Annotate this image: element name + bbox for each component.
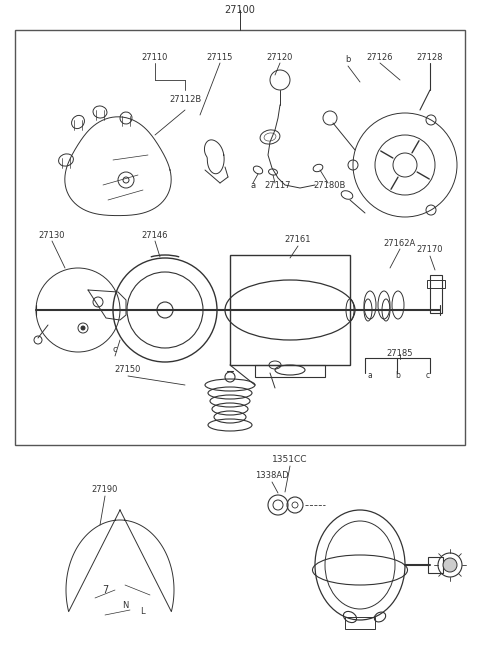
Text: 27128: 27128 <box>417 53 443 62</box>
Text: 27110: 27110 <box>142 53 168 62</box>
Text: 27180B: 27180B <box>314 181 346 189</box>
Circle shape <box>81 326 85 330</box>
Text: b: b <box>396 371 400 380</box>
Text: 27100: 27100 <box>225 5 255 15</box>
Text: 27150: 27150 <box>115 365 141 374</box>
Text: a: a <box>368 371 372 380</box>
Text: 27162A: 27162A <box>384 238 416 248</box>
Text: 7: 7 <box>102 585 108 595</box>
Bar <box>345 617 375 629</box>
Bar <box>255 365 325 377</box>
Text: 27130: 27130 <box>39 231 65 240</box>
Text: 27146: 27146 <box>142 231 168 240</box>
Text: 27117: 27117 <box>265 181 291 189</box>
Text: a: a <box>251 181 255 189</box>
Text: b: b <box>345 55 351 64</box>
Text: N: N <box>122 600 128 610</box>
Text: c: c <box>113 346 117 355</box>
Bar <box>15 30 465 445</box>
Text: 27112B: 27112B <box>170 95 202 104</box>
Text: 27115: 27115 <box>207 53 233 62</box>
Circle shape <box>443 558 457 572</box>
Text: L: L <box>140 608 144 616</box>
Bar <box>427 280 445 288</box>
Text: 27185: 27185 <box>387 348 413 357</box>
Bar <box>230 255 350 365</box>
Text: 27170: 27170 <box>417 246 443 254</box>
Text: 27190: 27190 <box>92 486 118 495</box>
Text: 27120: 27120 <box>267 53 293 62</box>
Text: c: c <box>426 371 430 380</box>
Text: 27126: 27126 <box>367 53 393 62</box>
Text: 27161: 27161 <box>285 235 311 244</box>
Bar <box>430 275 442 313</box>
Text: 1351CC: 1351CC <box>272 455 308 464</box>
Text: 1338AD: 1338AD <box>255 472 289 480</box>
Bar <box>428 557 443 573</box>
